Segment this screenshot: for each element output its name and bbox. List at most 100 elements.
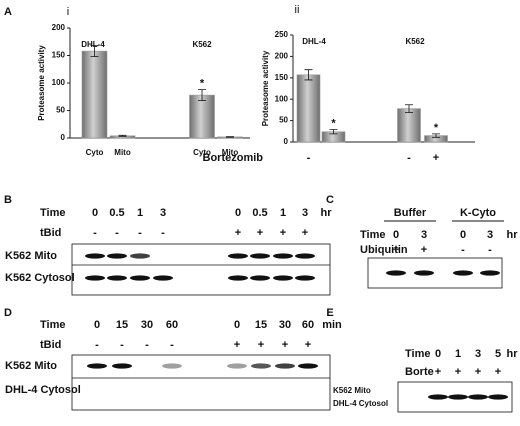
error-bar — [329, 129, 338, 135]
treatment-value: + — [421, 244, 427, 256]
y-tick-label: 150 — [275, 73, 289, 82]
x-tick-label: + — [433, 152, 439, 164]
time-unit: hr — [507, 229, 519, 241]
y-tick-label: 150 — [52, 51, 66, 60]
error-bar — [405, 104, 413, 113]
treatment-value: - — [115, 227, 119, 239]
x-tick-label: - — [407, 152, 411, 164]
x-tick-label: Mito — [222, 148, 239, 157]
significance-mark: * — [331, 117, 336, 129]
column-header: Buffer — [394, 207, 427, 219]
time-label: Time — [40, 207, 65, 219]
time-value: 5 — [495, 348, 501, 360]
time-unit: hr — [321, 207, 333, 219]
y-axis-label: Proteasome activity — [37, 45, 46, 121]
time-value: 60 — [166, 319, 178, 331]
y-tick-label: 50 — [279, 116, 288, 125]
error-bar — [432, 133, 440, 138]
error-bar — [118, 134, 127, 137]
treatment-value: + — [235, 227, 241, 239]
blot-band — [386, 270, 406, 276]
treatment-value: - — [93, 227, 97, 239]
time-label: Time — [405, 348, 430, 360]
treatment-value: + — [435, 366, 441, 378]
treatment-value: + — [302, 227, 308, 239]
blot-band — [480, 270, 500, 276]
time-value: 1 — [455, 348, 461, 360]
time-value: 3 — [475, 348, 481, 360]
treatment-label: Ubiquitin — [360, 244, 408, 256]
blot-band — [468, 394, 488, 400]
treatment-label: tBid — [40, 227, 61, 239]
blot-band — [107, 253, 127, 259]
group-label: K562 — [405, 37, 425, 46]
treatment-value: + — [282, 339, 288, 351]
blot-band — [453, 270, 473, 276]
panel-label: A — [4, 6, 12, 18]
error-bar — [90, 45, 99, 57]
time-value: 1 — [137, 207, 143, 219]
x-tick-label: Cyto — [86, 148, 104, 157]
bar — [397, 108, 421, 143]
x-axis-label: Bortezomib — [203, 152, 264, 164]
significance-mark: * — [434, 122, 439, 134]
time-value: 0.5 — [252, 207, 267, 219]
blot-band — [414, 270, 434, 276]
blot-band — [295, 253, 315, 259]
bar — [296, 74, 321, 143]
panel-label: D — [4, 307, 12, 319]
treatment-value: + — [280, 227, 286, 239]
row-label: DHL-4 Cytosol — [333, 399, 388, 408]
blot-band — [228, 253, 248, 259]
y-tick-label: 0 — [61, 133, 66, 142]
treatment-value: + — [455, 366, 461, 378]
time-value: 0 — [435, 348, 441, 360]
treatment-value: - — [120, 339, 124, 351]
y-tick-label: 100 — [52, 78, 66, 87]
treatment-value: - — [161, 227, 165, 239]
treatment-value: - — [488, 244, 492, 256]
significance-mark: * — [200, 78, 205, 90]
blot-band — [250, 275, 270, 281]
treatment-label: tBid — [40, 339, 61, 351]
time-value: 3 — [160, 207, 166, 219]
treatment-value: + — [495, 366, 501, 378]
blot-band — [130, 253, 150, 259]
time-value: 3 — [421, 229, 427, 241]
time-value: 15 — [116, 319, 128, 331]
treatment-value: - — [170, 339, 174, 351]
time-value: 0.5 — [109, 207, 124, 219]
time-value: 0 — [235, 207, 241, 219]
blot-frame — [71, 243, 331, 296]
time-value: 0 — [94, 319, 100, 331]
treatment-value: - — [461, 244, 465, 256]
y-tick-label: 50 — [56, 106, 65, 115]
x-tick-label: Mito — [114, 148, 131, 157]
y-tick-label: 200 — [275, 52, 289, 61]
treatment-value: + — [475, 366, 481, 378]
panel-label: E — [326, 307, 333, 319]
time-value: 0 — [460, 229, 466, 241]
time-value: 3 — [302, 207, 308, 219]
time-value: 30 — [141, 319, 153, 331]
blot-band — [162, 363, 182, 369]
blot-band — [130, 275, 150, 281]
y-tick-label: 200 — [52, 23, 66, 32]
treatment-value: + — [257, 227, 263, 239]
blot-band — [428, 394, 448, 400]
error-bar — [198, 89, 206, 101]
blot-frame — [71, 354, 331, 411]
bar — [189, 94, 215, 139]
subpanel-label: ii — [295, 4, 300, 16]
y-tick-label: 250 — [275, 30, 289, 39]
blot-band — [153, 275, 173, 281]
treatment-value: - — [145, 339, 149, 351]
blot-band — [273, 275, 293, 281]
treatment-label: Borte — [405, 366, 434, 378]
time-label: Time — [40, 319, 65, 331]
time-value: 15 — [255, 319, 267, 331]
blot-band — [227, 363, 247, 369]
blot-band — [85, 275, 105, 281]
time-value: 0 — [92, 207, 98, 219]
